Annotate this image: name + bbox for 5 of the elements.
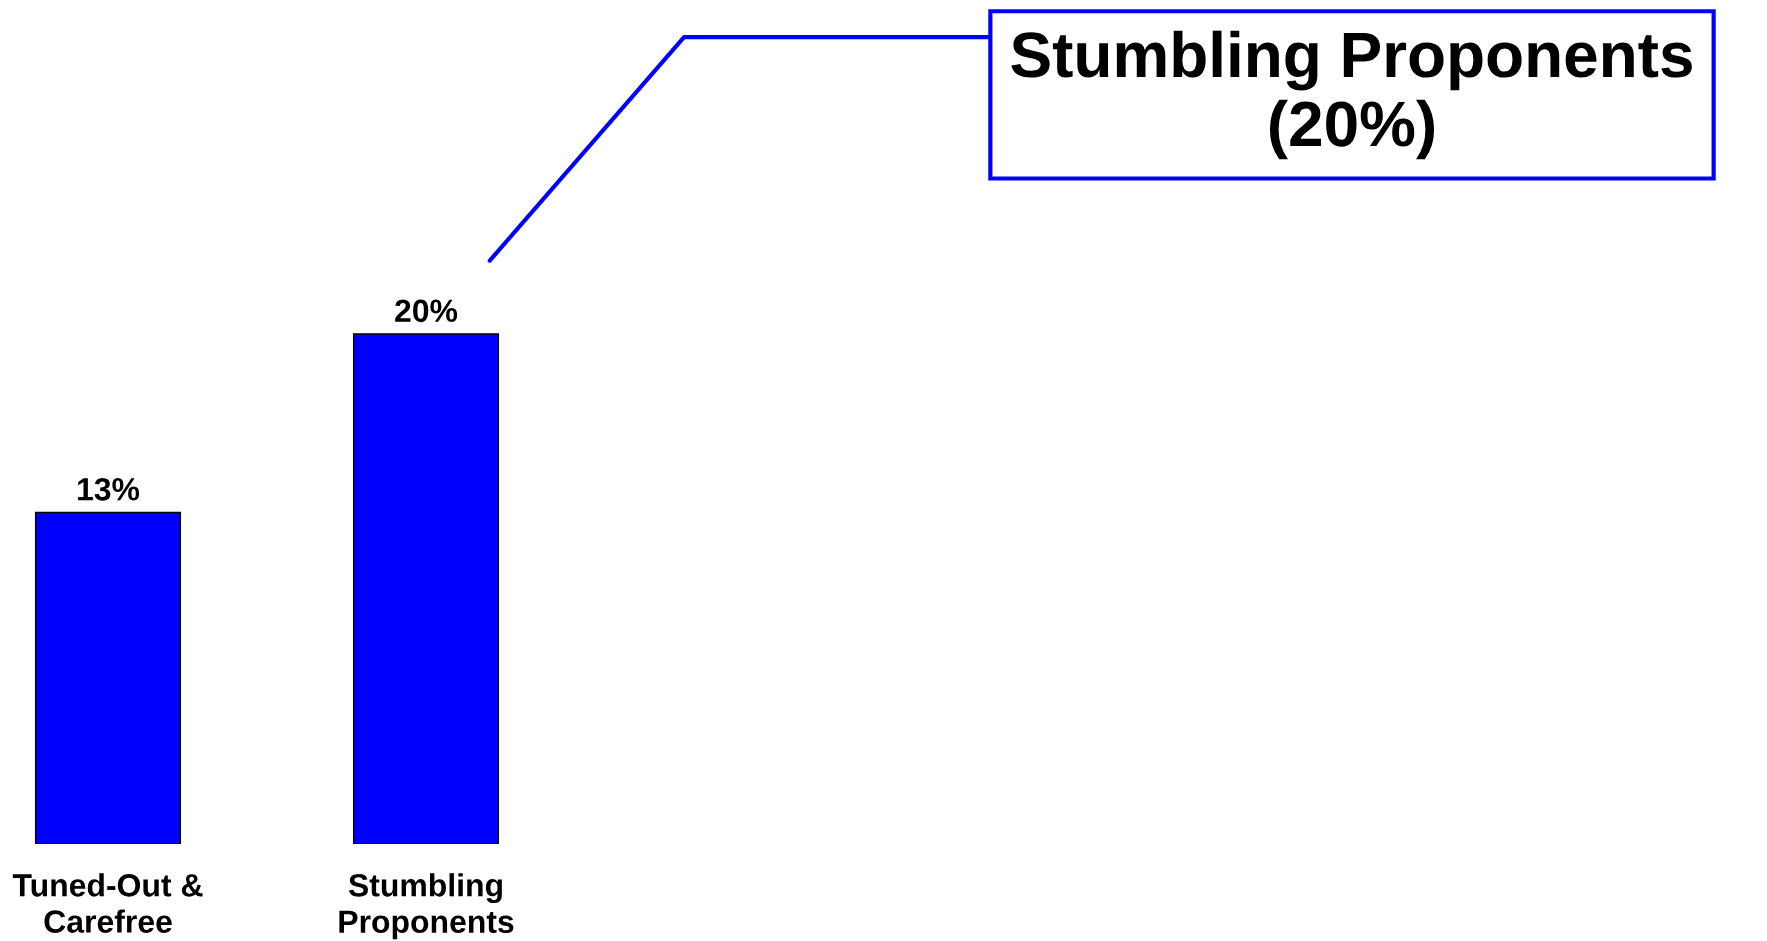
- x-tick-label: Stumbling Proponents: [339, 873, 514, 940]
- text: Stumbling Proponents (20%): [1011, 30, 1692, 160]
- x-tick-label: Tuned-Out & Carefree: [12, 873, 203, 933]
- data-label: 13%: [78, 478, 140, 501]
- data-label: 20%: [395, 299, 458, 323]
